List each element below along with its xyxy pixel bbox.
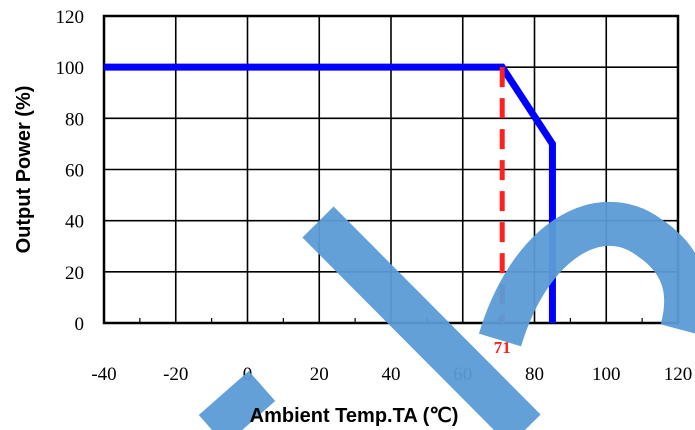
watermark — [198, 201, 695, 430]
y-tick-label: 120 — [56, 7, 85, 28]
y-axis-title: Output Power (%) — [13, 86, 35, 254]
y-tick-label: 40 — [65, 212, 84, 233]
y-tick-label: 60 — [65, 161, 84, 182]
x-tick-label: 40 — [382, 364, 401, 385]
reference-line-label: 71 — [494, 338, 511, 357]
x-tick-label: -40 — [91, 364, 116, 385]
watermark-stroke — [478, 201, 695, 347]
y-tick-label: 100 — [56, 58, 85, 79]
x-tick-label: 80 — [525, 364, 544, 385]
x-axis-title: Ambient Temp.TA (℃) — [250, 405, 459, 427]
series-group — [104, 63, 556, 323]
x-axis-ticks: -40 -20 0 20 40 60 80 100 120 — [91, 364, 692, 385]
reference-line-group: 71 — [494, 67, 511, 357]
x-tick-label: -20 — [163, 364, 188, 385]
y-axis-ticks: 0 20 40 60 80 100 120 — [56, 7, 85, 335]
y-tick-label: 20 — [65, 263, 84, 284]
watermark-stroke — [198, 370, 276, 430]
x-tick-label: 20 — [310, 364, 329, 385]
x-tick-label: 120 — [664, 364, 693, 385]
watermark-stroke — [302, 206, 541, 430]
y-tick-label: 0 — [75, 314, 85, 335]
x-tick-label: 100 — [592, 364, 621, 385]
series-line — [104, 63, 556, 323]
y-tick-label: 80 — [65, 109, 84, 130]
